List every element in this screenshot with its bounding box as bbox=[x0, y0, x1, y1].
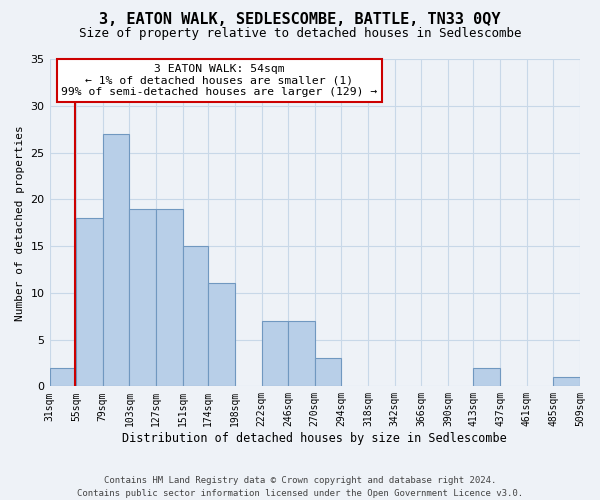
Text: Contains HM Land Registry data © Crown copyright and database right 2024.
Contai: Contains HM Land Registry data © Crown c… bbox=[77, 476, 523, 498]
Bar bbox=[473, 368, 500, 386]
Bar bbox=[156, 208, 183, 386]
Text: 3, EATON WALK, SEDLESCOMBE, BATTLE, TN33 0QY: 3, EATON WALK, SEDLESCOMBE, BATTLE, TN33… bbox=[99, 12, 501, 28]
Bar bbox=[315, 358, 341, 386]
Bar bbox=[103, 134, 130, 386]
Bar bbox=[76, 218, 103, 386]
Bar bbox=[130, 208, 156, 386]
Bar bbox=[288, 321, 315, 386]
Bar bbox=[262, 321, 288, 386]
Text: 3 EATON WALK: 54sqm
← 1% of detached houses are smaller (1)
99% of semi-detached: 3 EATON WALK: 54sqm ← 1% of detached hou… bbox=[61, 64, 377, 97]
X-axis label: Distribution of detached houses by size in Sedlescombe: Distribution of detached houses by size … bbox=[122, 432, 507, 445]
Bar bbox=[553, 377, 580, 386]
Text: Size of property relative to detached houses in Sedlescombe: Size of property relative to detached ho… bbox=[79, 28, 521, 40]
Bar bbox=[183, 246, 208, 386]
Y-axis label: Number of detached properties: Number of detached properties bbox=[15, 125, 25, 320]
Bar bbox=[208, 284, 235, 387]
Bar bbox=[50, 368, 76, 386]
